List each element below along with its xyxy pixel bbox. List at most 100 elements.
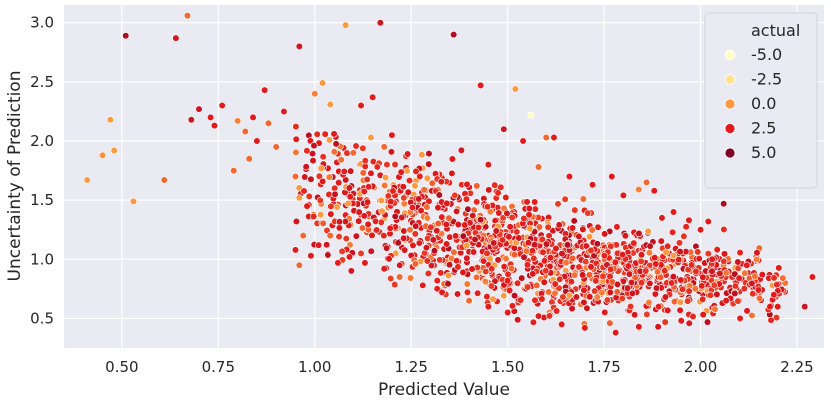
data-point	[613, 288, 621, 296]
data-point	[703, 318, 712, 326]
data-point	[434, 204, 442, 212]
data-point	[245, 155, 253, 163]
data-point	[587, 263, 595, 271]
data-point	[473, 182, 481, 190]
data-point	[687, 261, 696, 269]
data-point	[645, 249, 654, 257]
data-point	[344, 199, 352, 208]
data-point	[579, 225, 587, 234]
data-point	[558, 250, 566, 258]
data-point	[331, 190, 339, 198]
data-point	[357, 101, 365, 110]
data-point	[699, 295, 707, 303]
data-point	[655, 303, 663, 311]
data-point	[606, 288, 614, 297]
data-point	[654, 268, 662, 276]
data-point	[538, 235, 546, 243]
data-point	[405, 176, 414, 185]
data-point	[591, 287, 599, 295]
data-point	[507, 264, 516, 273]
data-point	[394, 239, 402, 247]
data-point	[664, 306, 672, 314]
data-point	[699, 311, 707, 319]
data-point	[373, 226, 381, 234]
data-point	[403, 167, 411, 175]
data-point	[565, 291, 574, 299]
data-point	[316, 196, 324, 205]
data-point	[581, 324, 589, 332]
data-point	[490, 239, 498, 247]
data-point	[631, 274, 639, 282]
data-point	[568, 224, 577, 232]
data-point	[300, 187, 308, 195]
data-point	[391, 212, 399, 221]
data-point	[669, 272, 677, 281]
y-tick-label: 1.0	[30, 250, 54, 268]
data-point	[608, 172, 616, 181]
data-point	[409, 241, 417, 249]
y-tick-label: 3.0	[30, 14, 54, 32]
data-point	[685, 216, 693, 224]
data-point	[523, 261, 532, 269]
data-point	[272, 143, 280, 151]
x-tick-label: 1.75	[587, 358, 620, 376]
data-point	[587, 246, 595, 254]
data-point	[492, 227, 500, 235]
data-point	[398, 213, 406, 222]
data-point	[443, 199, 451, 207]
y-tick-label: 2.0	[30, 132, 54, 150]
data-point	[538, 295, 546, 303]
data-point	[652, 260, 660, 268]
data-point	[459, 268, 467, 277]
data-point	[657, 273, 665, 282]
data-point	[552, 244, 560, 253]
data-point	[377, 196, 385, 205]
data-point	[372, 217, 380, 225]
data-point	[542, 267, 550, 275]
data-point	[586, 293, 594, 301]
data-point	[685, 287, 693, 295]
data-point	[302, 163, 310, 171]
data-point	[741, 269, 749, 277]
data-point	[303, 202, 311, 210]
data-point	[523, 198, 531, 206]
data-point	[534, 312, 543, 320]
data-point	[578, 271, 587, 279]
data-point	[385, 255, 393, 263]
data-point	[621, 232, 629, 240]
data-point	[524, 239, 533, 247]
data-point	[599, 272, 607, 280]
data-point	[601, 230, 609, 238]
data-point	[588, 181, 597, 189]
data-point	[359, 144, 367, 152]
data-point	[187, 116, 195, 124]
data-point	[511, 85, 519, 93]
data-point	[559, 293, 567, 301]
data-point	[195, 105, 203, 113]
data-point	[305, 192, 313, 200]
data-point	[525, 204, 533, 213]
data-point	[626, 302, 635, 311]
data-point	[352, 232, 360, 240]
data-point	[731, 270, 739, 278]
data-point	[545, 288, 553, 296]
data-point	[582, 258, 590, 266]
data-point	[504, 308, 512, 317]
data-point	[423, 257, 431, 265]
data-point	[755, 294, 764, 302]
data-point	[635, 323, 643, 331]
data-point	[676, 306, 684, 314]
data-point	[758, 271, 766, 279]
data-point	[657, 237, 665, 245]
data-point	[692, 267, 700, 275]
data-point	[650, 187, 658, 195]
data-point	[412, 167, 420, 176]
x-tick-label: 0.75	[202, 358, 235, 376]
data-point	[658, 214, 666, 222]
data-point	[477, 81, 485, 90]
data-point	[249, 113, 257, 121]
data-point	[472, 273, 481, 281]
data-point	[743, 261, 751, 269]
data-point	[347, 267, 355, 275]
data-point	[539, 248, 547, 256]
